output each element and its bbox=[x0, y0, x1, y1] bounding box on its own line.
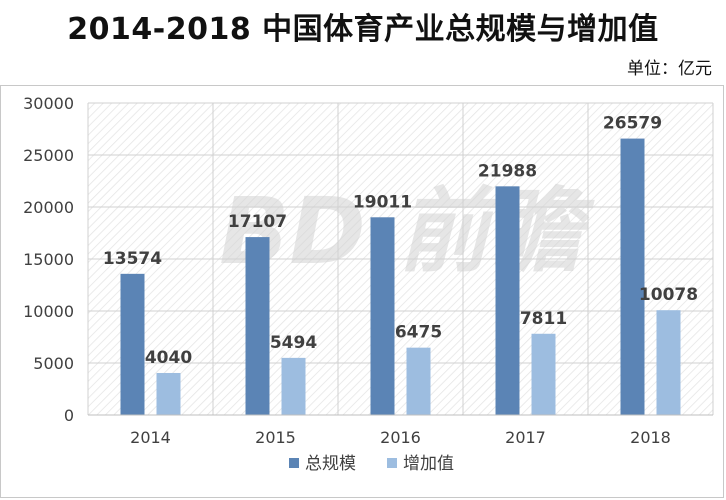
y-tick-label: 20000 bbox=[23, 198, 74, 217]
chart-frame: BD 前瞻 13574 4040 17107 5494 19011 6475 21988 78… bbox=[0, 85, 724, 498]
y-tick-label: 30000 bbox=[23, 94, 74, 113]
bar-value-added-2017 bbox=[531, 333, 556, 415]
y-tick-label: 25000 bbox=[23, 146, 74, 165]
data-labels: 13574 4040 17107 5494 19011 6475 21988 7811 2657… bbox=[103, 114, 698, 368]
gridlines bbox=[87, 102, 714, 416]
y-tick-label: 0 bbox=[64, 406, 74, 425]
legend: 总规模 增加值 bbox=[289, 454, 454, 474]
unit-label: 单位：亿元 bbox=[627, 59, 712, 79]
y-tick-label: 5000 bbox=[33, 354, 74, 373]
bars bbox=[120, 138, 681, 415]
data-label: 6475 bbox=[395, 323, 442, 343]
watermark-logo: BD 前瞻 bbox=[219, 178, 596, 285]
y-tick-label: 10000 bbox=[23, 302, 74, 321]
bar-value-added-2014 bbox=[156, 372, 181, 415]
bar-total-2017 bbox=[495, 186, 520, 415]
y-tick-label: 15000 bbox=[23, 250, 74, 269]
x-tick-label: 2017 bbox=[505, 428, 546, 447]
axes: 0 5000 10000 15000 20000 25000 30000 2014 2015 20… bbox=[23, 94, 713, 447]
data-label: 4040 bbox=[145, 348, 192, 368]
chart-title: 2014-2018 中国体育产业总规模与增加值 bbox=[67, 12, 659, 47]
data-label: 26579 bbox=[603, 114, 662, 134]
data-label: 7811 bbox=[520, 309, 567, 329]
data-label: 5494 bbox=[270, 333, 317, 353]
legend-label: 增加值 bbox=[403, 454, 454, 474]
bar-total-2014 bbox=[120, 273, 145, 415]
bar-total-2015 bbox=[245, 237, 270, 415]
x-tick-label: 2014 bbox=[130, 428, 171, 447]
bar-total-2018 bbox=[620, 138, 645, 415]
data-label: 19011 bbox=[353, 192, 412, 212]
bar-value-added-2016 bbox=[406, 347, 431, 415]
data-label: 17107 bbox=[228, 212, 287, 232]
bar-value-added-2018 bbox=[656, 310, 681, 415]
legend-swatch bbox=[387, 458, 397, 468]
bar-value-added-2015 bbox=[281, 357, 306, 415]
legend-label: 总规模 bbox=[305, 454, 356, 474]
x-tick-label: 2016 bbox=[380, 428, 421, 447]
data-label: 21988 bbox=[478, 161, 537, 181]
x-tick-label: 2015 bbox=[255, 428, 296, 447]
bar-total-2016 bbox=[370, 217, 395, 415]
bar-chart: BD 前瞻 13574 4040 17107 5494 19011 6475 21988 78… bbox=[23, 94, 714, 474]
data-label: 10078 bbox=[639, 285, 698, 305]
x-tick-label: 2018 bbox=[630, 428, 671, 447]
watermark: BD 前瞻 bbox=[219, 178, 596, 285]
data-label: 13574 bbox=[103, 249, 162, 269]
legend-swatch bbox=[289, 458, 299, 468]
